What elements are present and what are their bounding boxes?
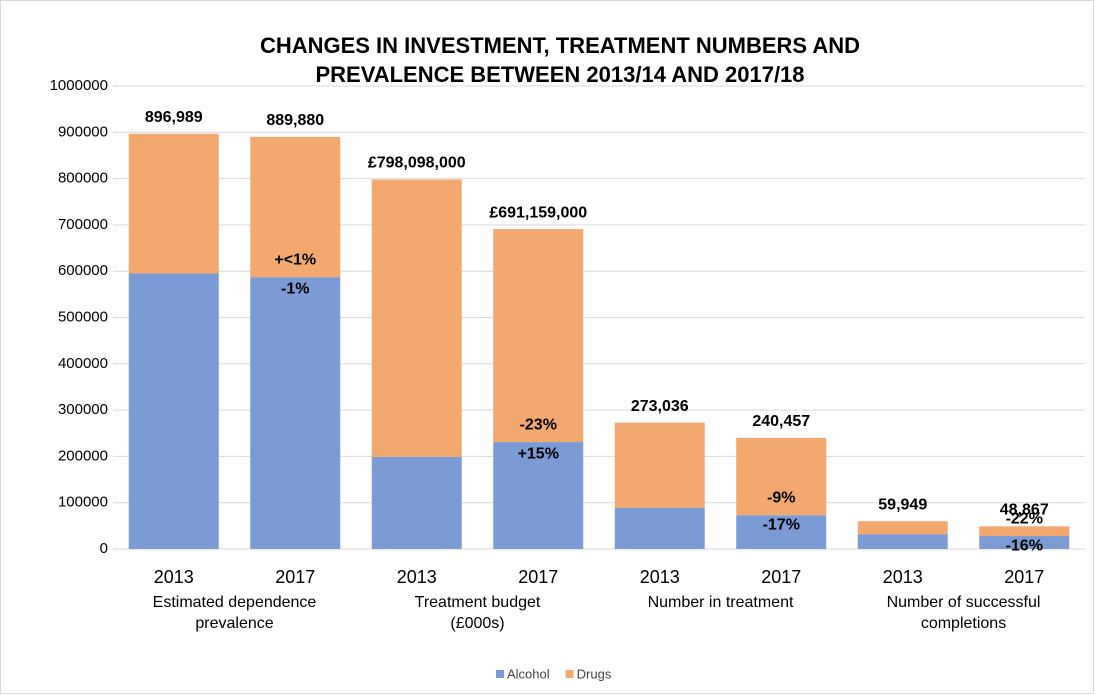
bar-segment [979,536,1070,549]
total-label: 896,989 [145,109,203,126]
change-label: -17% [763,516,800,533]
bar-segment [736,515,827,549]
change-label: -9% [767,489,795,506]
y-tick-label: 400000 [58,355,108,372]
bar-segment [979,526,1070,537]
group-label: Estimated dependence [153,594,317,611]
bar-segment [493,229,584,443]
group-label: completions [921,615,1006,632]
x-tick-label: 2017 [275,567,315,587]
bar-segment [128,133,219,274]
total-label: 240,457 [752,413,810,430]
y-tick-label: 200000 [58,447,108,464]
bar-segment [371,179,462,457]
bar-segment [614,507,705,549]
x-tick-label: 2013 [640,567,680,587]
group-label: Treatment budget [415,594,541,611]
bar-segment [857,521,948,535]
bar-segment [493,442,584,549]
total-label: 273,036 [631,398,689,415]
y-tick-label: 1000000 [50,77,108,94]
bar-segment [371,456,462,549]
change-label: +<1% [274,251,316,268]
group-label: prevalence [195,615,273,632]
x-tick-label: 2013 [883,567,923,587]
change-label: -1% [281,280,309,297]
change-label: -23% [520,416,557,433]
x-tick-label: 2013 [397,567,437,587]
total-label: 48,867 [1000,502,1049,519]
y-tick-label: 500000 [58,308,108,325]
group-label: Number in treatment [648,594,794,611]
bar-segment [614,422,705,508]
change-label: -16% [1006,537,1043,554]
x-tick-label: 2017 [518,567,558,587]
bar-segment [250,136,341,278]
x-tick-label: 2013 [154,567,194,587]
x-tick-label: 2017 [1004,567,1044,587]
bar-segment [736,437,827,516]
change-label: -22% [1006,510,1043,527]
group-label: Number of successful [887,594,1041,611]
y-tick-label: 600000 [58,262,108,279]
bar-segment [250,277,341,549]
y-tick-label: 100000 [58,494,108,511]
change-label: +15% [518,445,559,462]
legend-swatch [496,670,504,678]
total-label: £691,159,000 [489,204,587,221]
legend-label: Alcohol [507,666,550,681]
group-label: (£000s) [450,615,504,632]
y-tick-label: 0 [100,540,108,557]
y-tick-label: 900000 [58,123,108,140]
x-tick-label: 2017 [761,567,801,587]
bar-segment [857,534,948,549]
total-label: 59,949 [878,496,927,513]
total-label: 889,880 [266,112,324,129]
chart-title: PREVALENCE BETWEEN 2013/14 AND 2017/18 [315,62,804,87]
y-tick-label: 700000 [58,216,108,233]
bar-segment [128,273,219,549]
legend-swatch [565,670,574,678]
y-tick-label: 300000 [58,401,108,418]
total-label: £798,098,000 [368,155,466,172]
chart-title: CHANGES IN INVESTMENT, TREATMENT NUMBERS… [260,33,860,58]
y-tick-label: 800000 [58,170,108,187]
legend-label: Drugs [577,666,612,681]
